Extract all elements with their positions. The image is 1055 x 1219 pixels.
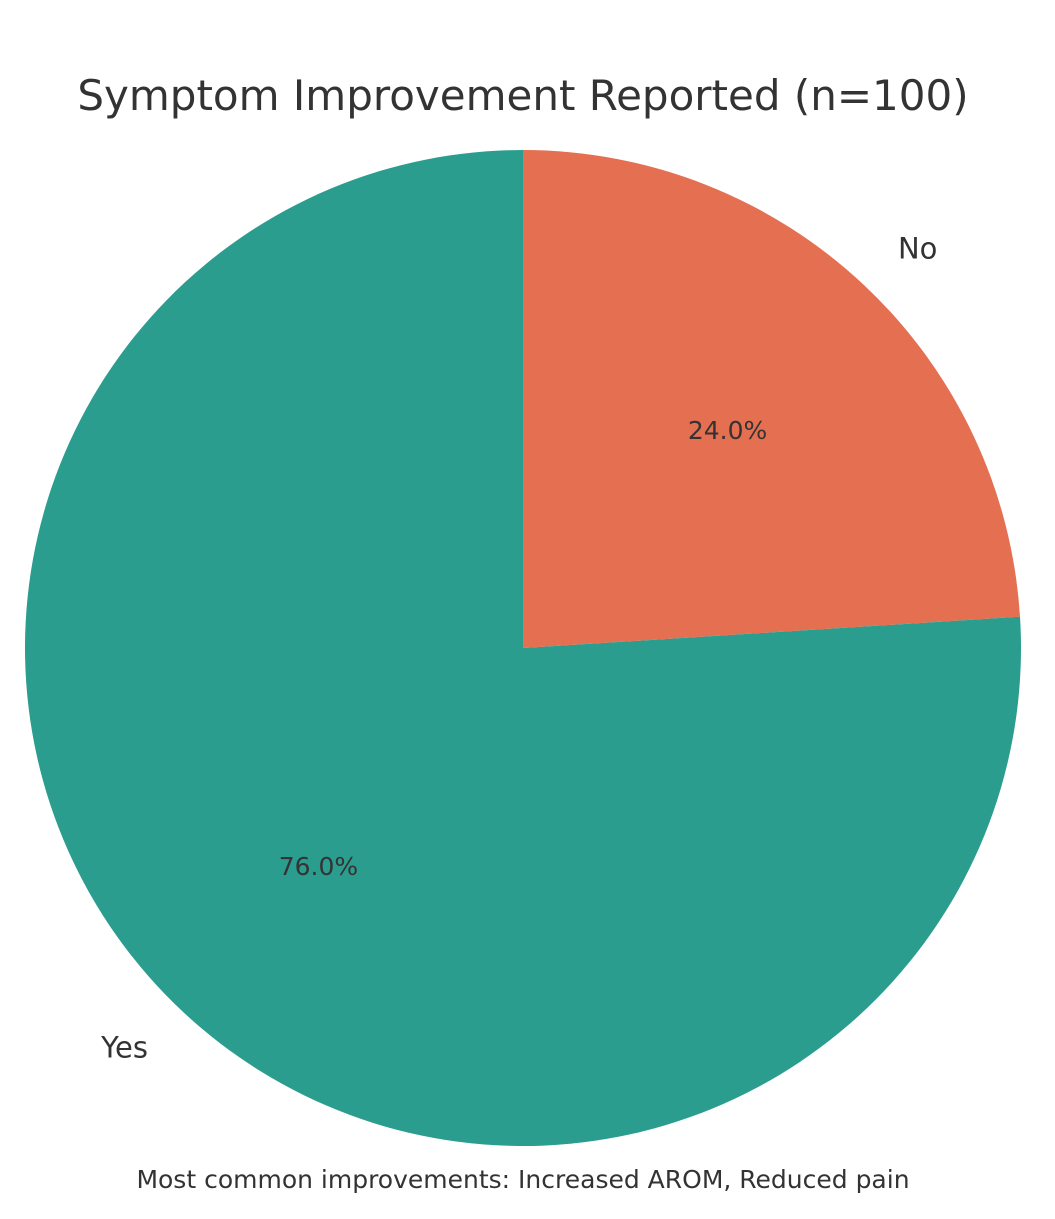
pie-slice-yes (24, 150, 1022, 1146)
pie-labels: No 24.0% Yes 76.0% (100, 232, 937, 1065)
slice-label-no: No (898, 232, 937, 266)
percent-label-yes: 76.0% (279, 852, 358, 881)
slice-label-yes: Yes (100, 1030, 148, 1064)
pie-slices (24, 150, 1022, 1146)
percent-label-no: 24.0% (688, 416, 767, 445)
pie-slice-no (523, 150, 1021, 648)
chart-caption: Most common improvements: Increased AROM… (136, 1165, 909, 1194)
chart-title: Symptom Improvement Reported (n=100) (77, 71, 968, 120)
